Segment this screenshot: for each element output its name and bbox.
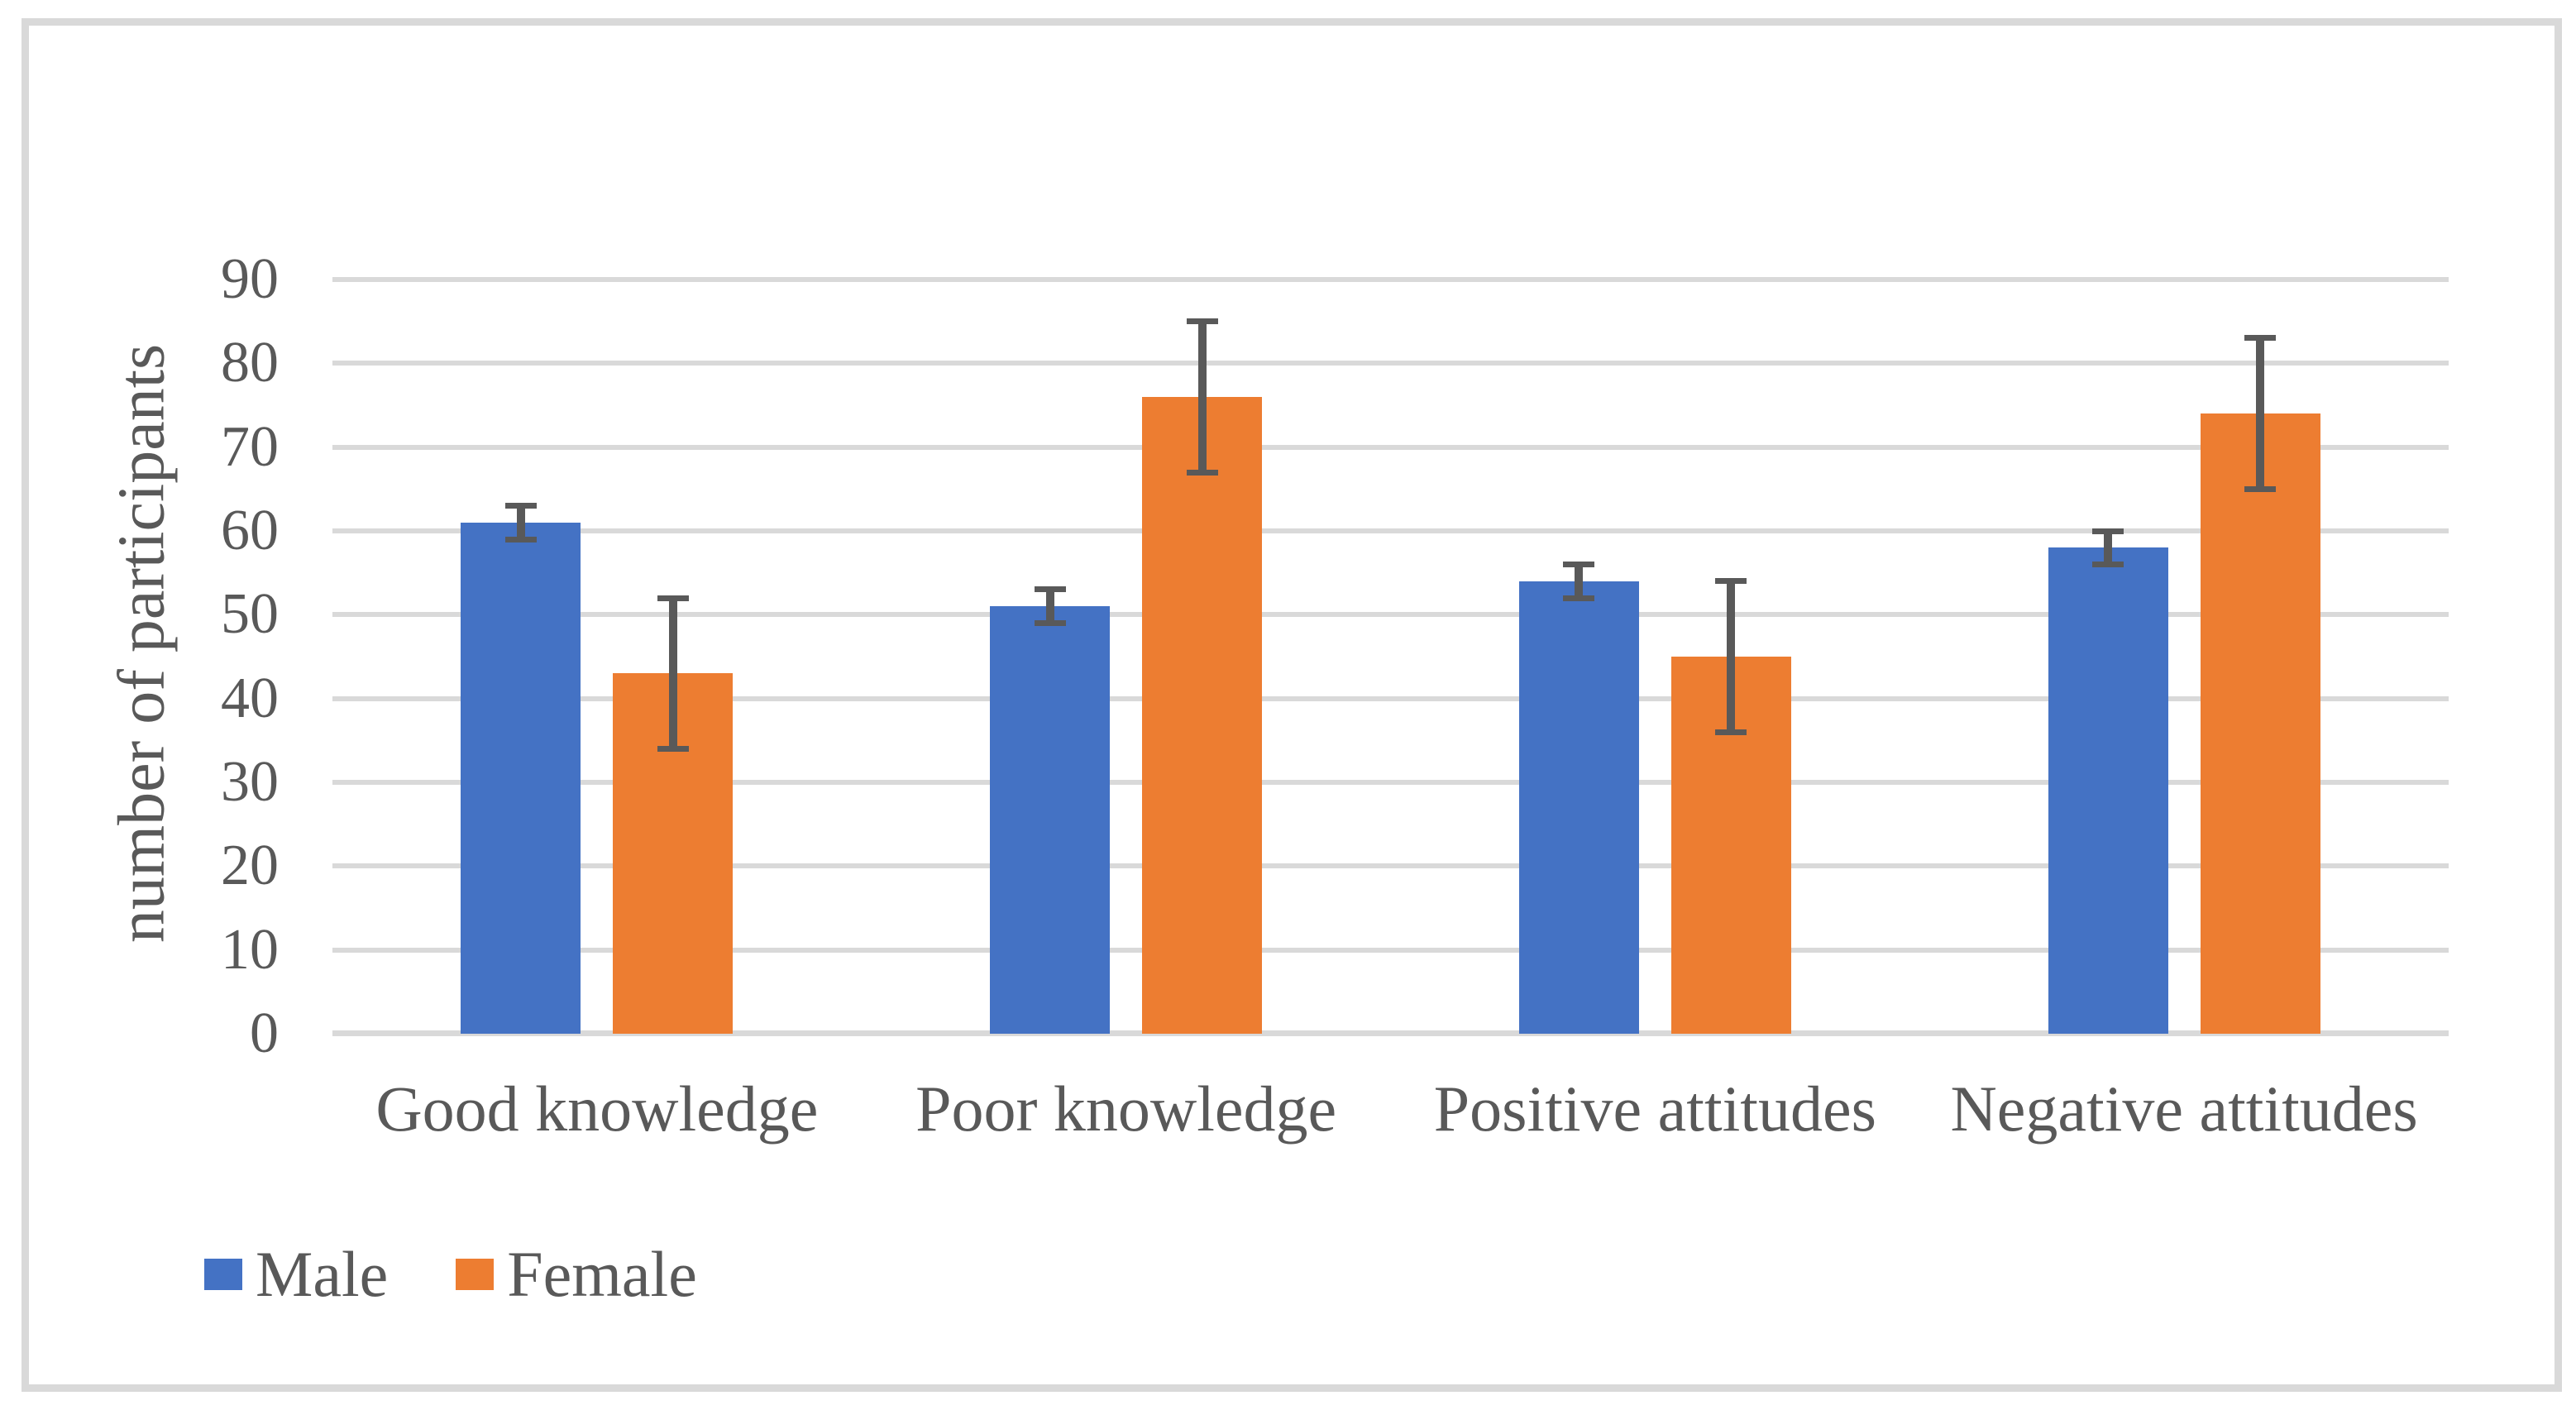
error-bar-cap-top-female-poor-knowledge [1186,318,1218,325]
gridline-60 [332,528,2449,533]
legend-swatch-female [456,1259,495,1290]
category-label-good-knowledge: Good knowledge [375,1073,819,1145]
gridline-90 [332,277,2449,282]
gridline-70 [332,444,2449,450]
error-bar-cap-bottom-male-good-knowledge [504,536,537,542]
error-bar-cap-bottom-female-good-knowledge [657,745,689,752]
category-label-poor-knowledge: Poor knowledge [915,1073,1337,1145]
bar-male-poor-knowledge [990,606,1111,1034]
error-bar-cap-bottom-female-positive-attitudes [1715,729,1747,735]
y-tick-label-0: 0 [250,1001,279,1065]
error-bar-cap-top-male-negative-attitudes [2092,528,2124,534]
error-bar-cap-top-male-positive-attitudes [1563,562,1595,568]
bar-male-negative-attitudes [2048,547,2168,1034]
y-tick-label-50: 50 [221,582,279,647]
gridline-50 [332,612,2449,618]
category-label-negative-attitudes: Negative attitudes [1950,1073,2418,1145]
error-bar-cap-bottom-female-negative-attitudes [2244,485,2277,492]
error-bar-cap-bottom-male-positive-attitudes [1563,595,1595,601]
error-bar-cap-top-female-negative-attitudes [2244,335,2277,342]
legend-swatch-male [204,1259,242,1290]
error-bar-stem-female-positive-attitudes [1727,581,1736,733]
y-tick-label-60: 60 [221,499,279,562]
gridline-20 [332,863,2449,869]
bar-male-good-knowledge [461,522,581,1034]
error-bar-stem-female-negative-attitudes [2256,337,2265,490]
plot-area [332,277,2449,1036]
error-bar-stem-female-good-knowledge [668,598,677,749]
error-bar-cap-top-male-poor-knowledge [1034,586,1066,593]
error-bar-cap-top-female-positive-attitudes [1715,578,1747,585]
gridline-80 [332,361,2449,366]
bar-male-positive-attitudes [1518,581,1639,1034]
x-axis-line [332,1030,2449,1036]
error-bar-stem-female-poor-knowledge [1197,321,1207,473]
error-bar-cap-bottom-male-poor-knowledge [1034,619,1066,626]
y-tick-label-70: 70 [221,414,279,479]
gridline-40 [332,695,2449,701]
y-tick-label-90: 90 [221,247,279,311]
legend: Male Female [204,1236,697,1313]
error-bar-cap-top-female-good-knowledge [657,595,689,601]
bar-female-negative-attitudes [2200,413,2320,1034]
y-tick-label-10: 10 [221,917,279,982]
error-bar-stem-male-positive-attitudes [1575,564,1584,599]
error-bar-cap-bottom-female-poor-knowledge [1186,469,1218,476]
legend-label-male: Male [256,1238,389,1310]
category-label-positive-attitudes: Positive attitudes [1433,1073,1876,1145]
y-tick-label-30: 30 [221,750,279,814]
figure-border [22,18,2562,1392]
error-bar-stem-male-good-knowledge [516,505,525,540]
error-bar-cap-top-male-good-knowledge [504,503,537,509]
y-tick-label-40: 40 [221,666,279,730]
gridline-10 [332,947,2449,953]
error-bar-cap-bottom-male-negative-attitudes [2092,562,2124,568]
error-bar-stem-male-poor-knowledge [1045,589,1054,624]
y-tick-label-80: 80 [221,331,279,395]
bar-female-poor-knowledge [1142,396,1263,1034]
error-bar-stem-male-negative-attitudes [2104,531,2113,565]
y-tick-label-20: 20 [221,834,279,898]
gridline-30 [332,780,2449,785]
legend-label-female: Female [507,1238,697,1310]
